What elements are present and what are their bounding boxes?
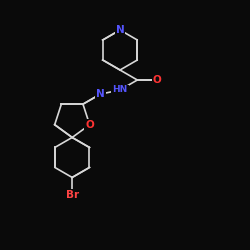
Text: N: N [96, 89, 105, 99]
Text: HN: HN [112, 86, 128, 94]
Text: O: O [153, 75, 162, 85]
Text: Br: Br [66, 190, 79, 200]
Text: O: O [85, 120, 94, 130]
Text: N: N [116, 25, 124, 35]
